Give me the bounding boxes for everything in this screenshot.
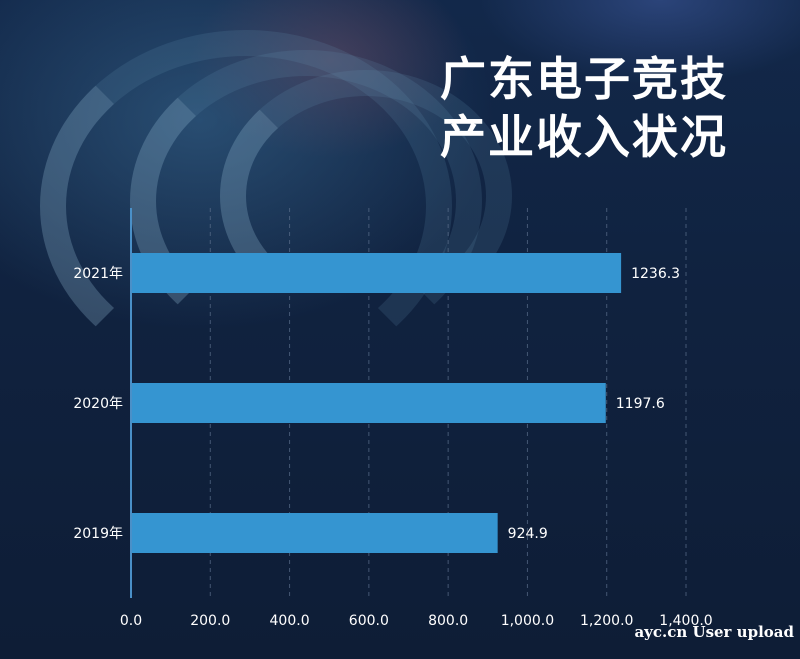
x-tick-label: 1,000.0 bbox=[501, 613, 554, 629]
bar-value-label: 1236.3 bbox=[631, 266, 680, 282]
bar bbox=[132, 513, 498, 553]
x-tick-label: 600.0 bbox=[349, 613, 389, 629]
bar bbox=[132, 383, 606, 423]
title-line-2: 产业收入状况 bbox=[440, 110, 728, 164]
y-category-label: 2021年 bbox=[73, 266, 123, 282]
x-tick-label: 0.0 bbox=[120, 613, 142, 629]
x-tick-label: 800.0 bbox=[428, 613, 468, 629]
x-tick-label: 200.0 bbox=[190, 613, 230, 629]
y-category-label: 2019年 bbox=[73, 526, 123, 542]
x-tick-label: 1,200.0 bbox=[580, 613, 633, 629]
bar-value-label: 924.9 bbox=[508, 526, 548, 542]
bar-value-label: 1197.6 bbox=[616, 396, 665, 412]
bar bbox=[132, 253, 622, 293]
x-tick-label: 400.0 bbox=[270, 613, 310, 629]
x-tick-label: 1,400.0 bbox=[659, 613, 712, 629]
page-title: 广东电子竞技 产业收入状况 bbox=[440, 50, 770, 166]
y-category-label: 2020年 bbox=[73, 396, 123, 412]
title-line-1: 广东电子竞技 bbox=[440, 52, 728, 106]
watermark: ayc.cn User upload bbox=[634, 623, 794, 641]
